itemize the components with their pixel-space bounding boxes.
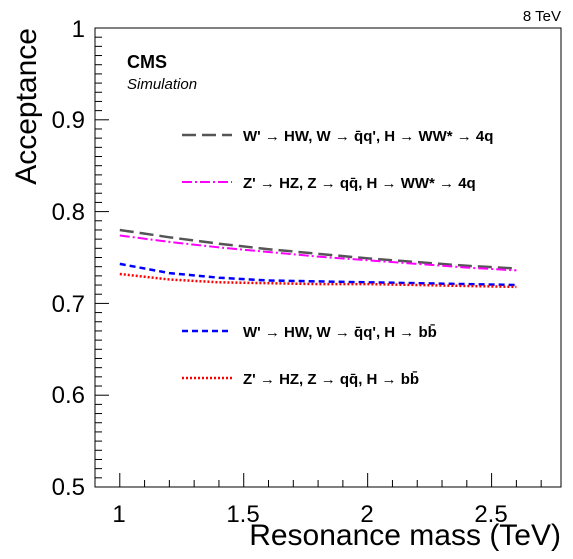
y-tick-label: 0.9 bbox=[52, 107, 85, 134]
x-axis-title: Resonance mass (TeV) bbox=[249, 519, 561, 552]
x-tick-label: 1 bbox=[112, 501, 125, 528]
energy-label: 8 TeV bbox=[523, 8, 561, 25]
y-tick-label: 1 bbox=[72, 16, 85, 43]
y-tick-labels: 0.5 0.6 0.7 0.8 0.9 1 bbox=[52, 16, 85, 501]
legend-label-series-1: W' → HW, W → q̄q', H → WW* → 4q bbox=[243, 128, 493, 145]
simulation-label: Simulation bbox=[127, 76, 197, 93]
legend-label-series-4: Z' → HZ, Z → qq̄, H → bb̄ bbox=[243, 370, 419, 388]
legend: W' → HW, W → q̄q', H → WW* → 4q Z' → HZ,… bbox=[182, 128, 493, 388]
y-axis-title: Acceptance bbox=[10, 28, 43, 185]
axis-ticks bbox=[94, 27, 542, 488]
experiment-label: CMS bbox=[127, 52, 167, 72]
series-line-1 bbox=[119, 228, 517, 270]
legend-label-series-3: W' → HW, W → q̄q', H → bb̄ bbox=[243, 323, 437, 341]
x-tick-label: 1.5 bbox=[226, 501, 259, 528]
x-tick-labels: 1 1.5 2 2.5 bbox=[112, 501, 507, 528]
series-layer bbox=[119, 228, 517, 289]
y-tick-label: 0.5 bbox=[52, 474, 85, 501]
legend-label-series-2: Z' → HZ, Z → qq̄, H → WW* → 4q bbox=[243, 175, 476, 192]
x-tick-label: 2 bbox=[360, 501, 373, 528]
x-tick-label: 2.5 bbox=[474, 501, 507, 528]
series-line-3 bbox=[119, 262, 517, 287]
y-tick-label: 0.8 bbox=[52, 199, 85, 226]
y-tick-label: 0.7 bbox=[52, 291, 85, 318]
y-tick-label: 0.6 bbox=[52, 382, 85, 409]
series-line-2 bbox=[119, 234, 517, 272]
